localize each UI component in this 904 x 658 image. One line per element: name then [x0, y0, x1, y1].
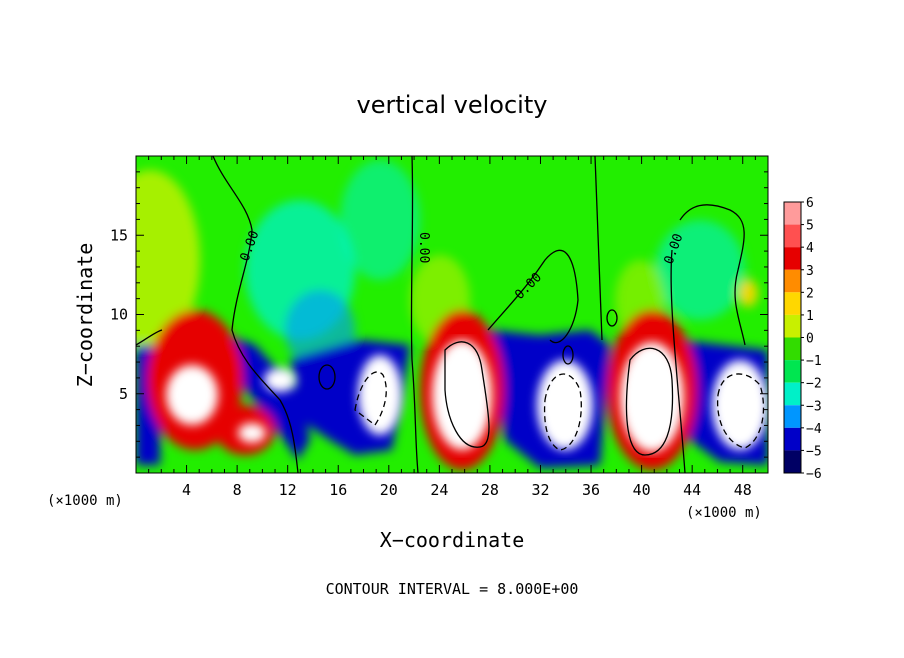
colorbar-label: −2 [806, 377, 822, 392]
colorbar-swatch [784, 427, 801, 451]
core-white-6 [712, 360, 768, 450]
contour-line-5 [679, 204, 746, 346]
colorbar: 6 5 4 3 2 1 0 −1 −2 −3 −4 −5 −6 [783, 196, 822, 482]
colorbar-label: −1 [806, 354, 822, 369]
colorbar-label: −3 [806, 399, 822, 414]
colorbar-label: 5 [806, 219, 814, 234]
x-tick-label: 32 [531, 481, 549, 499]
contour-line-7 [136, 329, 163, 346]
core-white-7 [264, 368, 296, 392]
colorbar-swatch [784, 247, 801, 270]
contour-line-2 [410, 156, 419, 473]
core-white-1 [166, 365, 218, 425]
upper-orange-spot [738, 279, 758, 307]
contour-interval-note: CONTOUR INTERVAL = 8.000E+00 [326, 580, 579, 598]
colorbar-swatch [784, 405, 801, 428]
contour-loop-a [318, 364, 336, 390]
core-white-3 [620, 342, 684, 452]
contour-line-6 [670, 249, 686, 473]
contour-inner-2 [444, 341, 490, 448]
colorbar-label: 3 [806, 264, 814, 279]
y-tick-label: 15 [110, 226, 128, 244]
colorbar-swatch [784, 337, 801, 361]
colorbar-swatch [784, 269, 801, 293]
chart-title: vertical velocity [357, 91, 548, 119]
core-white-1b [238, 423, 266, 443]
y-tick-label: 5 [119, 385, 128, 403]
colorbar-swatch [784, 360, 801, 383]
colorbar-swatch [784, 202, 801, 225]
x-tick-label: 48 [734, 481, 752, 499]
x-tick-label: 28 [481, 481, 499, 499]
colorbar-label: 6 [806, 196, 814, 211]
colorbar-swatch [784, 382, 801, 406]
x-tick-label: 44 [683, 481, 701, 499]
colorbar-label: −6 [806, 467, 822, 482]
contour-line-3 [487, 249, 579, 344]
contour-loop-b [562, 345, 574, 365]
x-axis: 4 8 12 16 20 24 28 32 36 40 44 48 [148, 156, 756, 499]
contour-inner-3 [625, 347, 674, 456]
x-tick-label: 16 [329, 481, 347, 499]
colorbar-label: 2 [806, 286, 814, 301]
y-axis: 5 10 15 [110, 171, 768, 458]
x-tick-label: 24 [430, 481, 448, 499]
upper-cyan-right [655, 220, 745, 320]
colorbar-label: 0 [806, 332, 814, 347]
colorbar-swatch [784, 224, 801, 248]
colorbar-label: 4 [806, 241, 814, 256]
colorbar-swatch [784, 450, 801, 473]
core-white-2 [432, 340, 492, 450]
colorbar-swatch [784, 292, 801, 315]
contour-line-1 [212, 156, 299, 473]
x-axis-label: X−coordinate [380, 528, 525, 552]
colorbar-label: 1 [806, 309, 814, 324]
x-tick-label: 12 [279, 481, 297, 499]
x-tick-label: 4 [182, 481, 191, 499]
y-axis-label: Z−coordinate [73, 243, 97, 388]
downdraft-band-1 [228, 335, 310, 460]
contour-line-4 [594, 156, 603, 341]
x-tick-label: 8 [233, 481, 242, 499]
contour-loop-c [606, 309, 618, 327]
x-tick-label: 36 [582, 481, 600, 499]
contour-dashed-3 [716, 373, 765, 449]
y-tick-label: 10 [110, 306, 128, 324]
x-unit-right: (×1000 m) [686, 505, 762, 521]
core-white-4 [358, 355, 402, 435]
colorbar-swatch [784, 314, 801, 338]
upper-yellow-left [136, 170, 200, 350]
upper-cyan-mid [340, 160, 420, 280]
x-tick-label: 20 [380, 481, 398, 499]
core-white-5 [537, 360, 593, 450]
colorbar-label: −5 [806, 444, 822, 459]
contour-label: 0.00 [416, 232, 431, 263]
x-unit-left: (×1000 m) [47, 493, 123, 509]
x-tick-label: 40 [633, 481, 651, 499]
contour-dashed-2 [543, 373, 582, 451]
velocity-field: 0.00 0.00 0.00 0.00 [136, 156, 768, 473]
colorbar-label: −4 [806, 422, 822, 437]
zero-contours [136, 156, 765, 473]
contour-dashed-1 [354, 371, 387, 426]
